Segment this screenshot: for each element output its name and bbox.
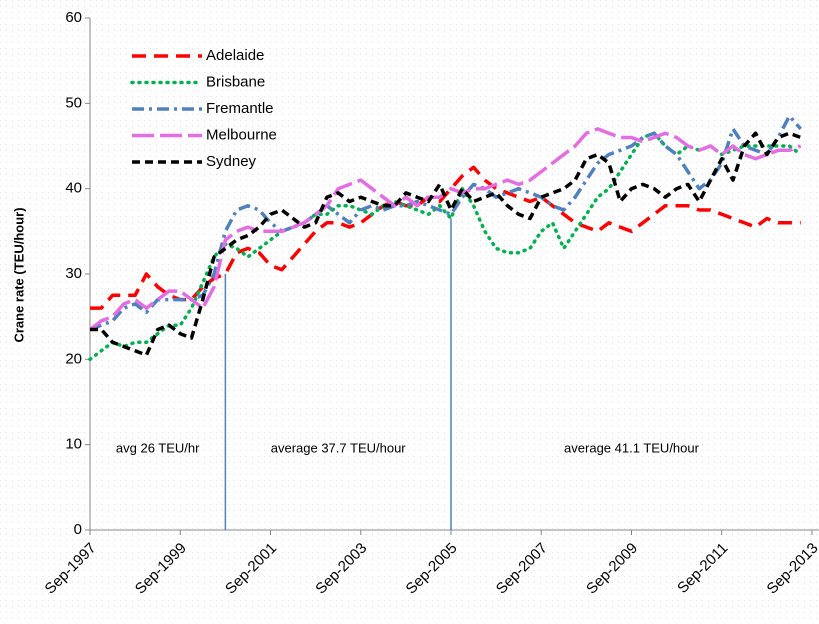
annotation: avg 26 TEU/hr [116,440,200,455]
legend-label: Brisbane [206,73,265,90]
series-line [88,131,803,362]
y-tick-label: 40 [65,180,82,197]
y-tick-label: 30 [65,265,82,282]
annotation: average 41.1 TEU/hour [564,440,700,455]
series-line [88,127,802,331]
annotation: average 37.7 TEU/hour [271,440,407,455]
legend-label: Adelaide [206,47,264,64]
legend-label: Fremantle [206,100,274,117]
legend-label: Melbourne [206,126,277,143]
y-axis-label: Crane rate (TEU/hour) [11,207,26,342]
y-tick-label: 60 [65,9,82,26]
y-tick-label: 20 [65,350,82,367]
y-tick-label: 0 [74,521,82,538]
y-tick-label: 50 [65,94,82,111]
legend-label: Sydney [206,153,257,170]
y-tick-label: 10 [65,436,82,453]
